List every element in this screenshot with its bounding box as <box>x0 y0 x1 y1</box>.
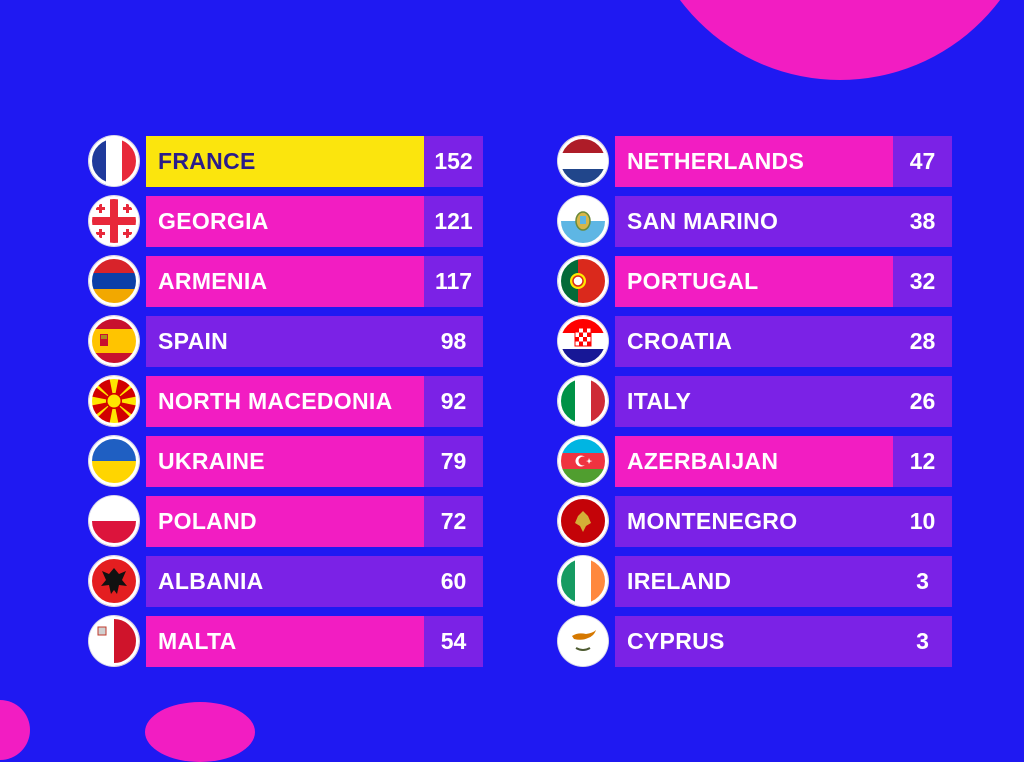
result-row: AZERBAIJAN 12 <box>558 435 952 489</box>
country-points: 54 <box>424 616 483 667</box>
result-row: ALBANIA 60 <box>89 555 483 609</box>
country-name: NETHERLANDS <box>615 136 893 187</box>
country-points: 98 <box>424 316 483 367</box>
country-name: MALTA <box>146 616 424 667</box>
results-column-left: FRANCE 152 GEORGIA 121 ARMENIA 117 SPAIN 98 NORT… <box>89 135 483 675</box>
result-row: MALTA 54 <box>89 615 483 669</box>
north-macedonia-flag-icon <box>89 376 139 426</box>
result-row: CYPRUS 3 <box>558 615 952 669</box>
country-name: AZERBAIJAN <box>615 436 893 487</box>
country-name: NORTH MACEDONIA <box>146 376 424 427</box>
country-name: CROATIA <box>615 316 893 367</box>
country-points: 26 <box>893 376 952 427</box>
result-row: NORTH MACEDONIA 92 <box>89 375 483 429</box>
result-row: SAN MARINO 38 <box>558 195 952 249</box>
country-name: GEORGIA <box>146 196 424 247</box>
montenegro-flag-icon <box>558 496 608 546</box>
country-points: 72 <box>424 496 483 547</box>
decorative-pink-circle <box>0 700 30 760</box>
result-row: IRELAND 3 <box>558 555 952 609</box>
country-name: UKRAINE <box>146 436 424 487</box>
poland-flag-icon <box>89 496 139 546</box>
country-name: CYPRUS <box>615 616 893 667</box>
italy-flag-icon <box>558 376 608 426</box>
country-name: FRANCE <box>146 136 424 187</box>
decorative-pink-circle <box>145 702 255 762</box>
result-row: ITALY 26 <box>558 375 952 429</box>
result-row: UKRAINE 79 <box>89 435 483 489</box>
croatia-flag-icon <box>558 316 608 366</box>
country-name: SAN MARINO <box>615 196 893 247</box>
country-points: 28 <box>893 316 952 367</box>
country-name: POLAND <box>146 496 424 547</box>
country-points: 121 <box>424 196 483 247</box>
country-name: MONTENEGRO <box>615 496 893 547</box>
result-row: SPAIN 98 <box>89 315 483 369</box>
georgia-flag-icon <box>89 196 139 246</box>
country-points: 79 <box>424 436 483 487</box>
san-marino-flag-icon <box>558 196 608 246</box>
country-points: 60 <box>424 556 483 607</box>
country-points: 117 <box>424 256 483 307</box>
malta-flag-icon <box>89 616 139 666</box>
armenia-flag-icon <box>89 256 139 306</box>
country-points: 152 <box>424 136 483 187</box>
result-row: MONTENEGRO 10 <box>558 495 952 549</box>
country-name: IRELAND <box>615 556 893 607</box>
ukraine-flag-icon <box>89 436 139 486</box>
result-row: NETHERLANDS 47 <box>558 135 952 189</box>
country-points: 47 <box>893 136 952 187</box>
ireland-flag-icon <box>558 556 608 606</box>
country-name: SPAIN <box>146 316 424 367</box>
country-points: 32 <box>893 256 952 307</box>
country-points: 12 <box>893 436 952 487</box>
france-flag-icon <box>89 136 139 186</box>
result-row: GEORGIA 121 <box>89 195 483 249</box>
results-column-right: NETHERLANDS 47 SAN MARINO 38 PORTUGAL 32 CROAT… <box>558 135 952 675</box>
decorative-pink-circle <box>640 0 1024 80</box>
country-name: ALBANIA <box>146 556 424 607</box>
country-points: 92 <box>424 376 483 427</box>
portugal-flag-icon <box>558 256 608 306</box>
country-name: PORTUGAL <box>615 256 893 307</box>
result-row: FRANCE 152 <box>89 135 483 189</box>
country-name: ARMENIA <box>146 256 424 307</box>
result-row: PORTUGAL 32 <box>558 255 952 309</box>
country-points: 3 <box>893 616 952 667</box>
spain-flag-icon <box>89 316 139 366</box>
result-row: ARMENIA 117 <box>89 255 483 309</box>
country-points: 3 <box>893 556 952 607</box>
azerbaijan-flag-icon <box>558 436 608 486</box>
country-name: ITALY <box>615 376 893 427</box>
albania-flag-icon <box>89 556 139 606</box>
country-points: 38 <box>893 196 952 247</box>
cyprus-flag-icon <box>558 616 608 666</box>
result-row: POLAND 72 <box>89 495 483 549</box>
result-row: CROATIA 28 <box>558 315 952 369</box>
netherlands-flag-icon <box>558 136 608 186</box>
country-points: 10 <box>893 496 952 547</box>
